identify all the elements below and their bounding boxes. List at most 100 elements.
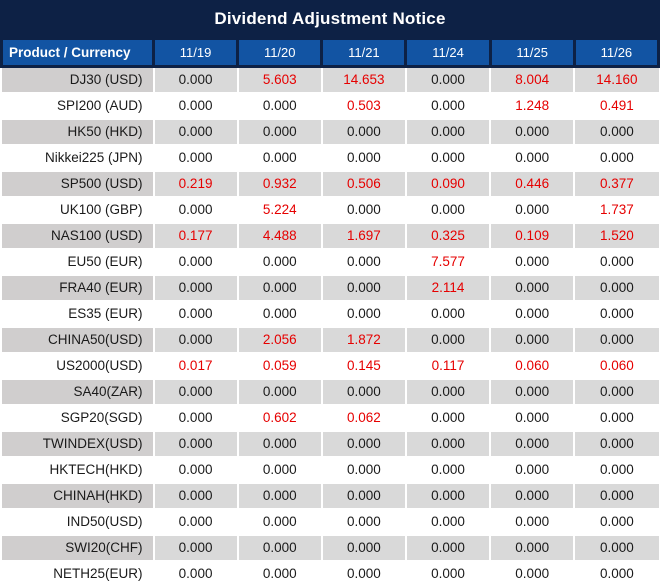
- table-row: Nikkei225 (JPN) 0.000 0.000 0.000 0.000 0.000…: [1, 144, 659, 172]
- value-cell: 0.000: [237, 92, 323, 120]
- value-cell: 0.000: [153, 144, 239, 172]
- value-cell: 0.506: [321, 170, 407, 198]
- date-header-2: 11/20: [236, 37, 324, 68]
- value-cell: 0.000: [237, 378, 323, 406]
- date-header-4: 11/24: [404, 37, 492, 68]
- value-cell: 0.000: [153, 92, 239, 120]
- value-cell: 0.000: [574, 482, 659, 510]
- value-cell: 0.000: [153, 378, 239, 406]
- product-cell: CHINA50(USD): [1, 326, 155, 354]
- value-cell: 0.000: [153, 404, 239, 432]
- table-row: US2000(USD) 0.017 0.059 0.145 0.117 0.060 0.06…: [1, 352, 659, 380]
- value-cell: 8.004: [490, 66, 576, 94]
- table-row: SPI200 (AUD) 0.000 0.000 0.503 0.000 1.248 0.4…: [1, 92, 659, 120]
- value-cell: 1.737: [574, 196, 659, 224]
- value-cell: 0.000: [490, 430, 576, 458]
- value-cell: 0.000: [321, 378, 407, 406]
- value-cell: 0.000: [490, 118, 576, 146]
- value-cell: 0.932: [237, 170, 323, 198]
- value-cell: 0.000: [405, 456, 492, 484]
- page-title: Dividend Adjustment Notice: [0, 0, 660, 37]
- table-header-row: Product / Currency 11/19 11/20 11/21 11/…: [0, 37, 660, 68]
- value-cell: 0.000: [405, 534, 492, 562]
- product-cell: SP500 (USD): [1, 170, 155, 198]
- value-cell: 0.000: [321, 430, 407, 458]
- product-cell: FRA40 (EUR): [1, 274, 155, 302]
- value-cell: 0.000: [490, 534, 576, 562]
- date-header-5: 11/25: [488, 37, 576, 68]
- value-cell: 1.520: [574, 222, 659, 250]
- product-cell: SWI20(CHF): [1, 534, 155, 562]
- value-cell: 0.219: [153, 170, 239, 198]
- value-cell: 14.653: [321, 66, 407, 94]
- product-cell: EU50 (EUR): [1, 248, 155, 276]
- value-cell: 0.000: [490, 404, 576, 432]
- dividend-table: Product / Currency 11/19 11/20 11/21 11/…: [0, 37, 660, 587]
- value-cell: 0.000: [321, 196, 407, 224]
- value-cell: 0.000: [574, 534, 659, 562]
- product-cell: TWINDEX(USD): [1, 430, 155, 458]
- value-cell: 0.446: [490, 170, 576, 198]
- value-cell: 0.000: [405, 92, 492, 120]
- value-cell: 0.000: [153, 508, 239, 536]
- value-cell: 0.177: [153, 222, 239, 250]
- table-row: FRA40 (EUR) 0.000 0.000 0.000 2.114 0.000 0.00…: [1, 274, 659, 302]
- value-cell: 0.000: [574, 300, 659, 328]
- value-cell: 0.000: [153, 248, 239, 276]
- value-cell: 0.000: [237, 274, 323, 302]
- date-header-1: 11/19: [151, 37, 240, 68]
- value-cell: 0.000: [237, 560, 323, 587]
- product-cell: CHINAH(HKD): [1, 482, 155, 510]
- value-cell: 1.248: [490, 92, 576, 120]
- value-cell: 0.000: [574, 404, 659, 432]
- value-cell: 0.491: [574, 92, 659, 120]
- value-cell: 0.059: [237, 352, 323, 380]
- table-row: NETH25(EUR) 0.000 0.000 0.000 0.000 0.000 0.00…: [1, 560, 659, 587]
- table-row: SA40(ZAR) 0.000 0.000 0.000 0.000 0.000 0.000: [1, 378, 659, 406]
- value-cell: 0.503: [321, 92, 407, 120]
- value-cell: 0.602: [237, 404, 323, 432]
- product-cell: SGP20(SGD): [1, 404, 155, 432]
- product-cell: SA40(ZAR): [1, 378, 155, 406]
- value-cell: 0.000: [321, 560, 407, 587]
- product-cell: HKTECH(HKD): [1, 456, 155, 484]
- product-currency-header: Product / Currency: [0, 37, 155, 68]
- value-cell: 0.000: [237, 508, 323, 536]
- value-cell: 0.000: [574, 118, 659, 146]
- value-cell: 7.577: [405, 248, 492, 276]
- value-cell: 0.000: [237, 144, 323, 172]
- value-cell: 0.000: [574, 378, 659, 406]
- value-cell: 0.000: [574, 326, 659, 354]
- value-cell: 2.056: [237, 326, 323, 354]
- value-cell: 1.697: [321, 222, 407, 250]
- value-cell: 0.000: [321, 534, 407, 562]
- value-cell: 0.000: [237, 456, 323, 484]
- value-cell: 0.000: [574, 248, 659, 276]
- date-header-3: 11/21: [320, 37, 408, 68]
- table-row: TWINDEX(USD) 0.000 0.000 0.000 0.000 0.000 0.0…: [1, 430, 659, 458]
- value-cell: 0.060: [490, 352, 576, 380]
- value-cell: 0.000: [237, 118, 323, 146]
- value-cell: 0.000: [405, 300, 492, 328]
- product-cell: UK100 (GBP): [1, 196, 155, 224]
- product-cell: IND50(USD): [1, 508, 155, 536]
- value-cell: 0.000: [405, 118, 492, 146]
- value-cell: 2.114: [405, 274, 492, 302]
- value-cell: 0.000: [153, 326, 239, 354]
- value-cell: 0.000: [153, 300, 239, 328]
- value-cell: 5.603: [237, 66, 323, 94]
- value-cell: 0.000: [574, 144, 659, 172]
- value-cell: 0.000: [153, 456, 239, 484]
- value-cell: 0.000: [237, 248, 323, 276]
- value-cell: 5.224: [237, 196, 323, 224]
- value-cell: 0.017: [153, 352, 239, 380]
- table-row: SWI20(CHF) 0.000 0.000 0.000 0.000 0.000 0.000: [1, 534, 659, 562]
- value-cell: 1.872: [321, 326, 407, 354]
- product-cell: Nikkei225 (JPN): [1, 144, 155, 172]
- value-cell: 0.000: [237, 300, 323, 328]
- value-cell: 0.000: [153, 430, 239, 458]
- value-cell: 0.000: [153, 482, 239, 510]
- value-cell: 0.000: [405, 430, 492, 458]
- value-cell: 0.000: [574, 456, 659, 484]
- table-body: DJ30 (USD) 0.000 5.603 14.653 0.000 8.004 14.1…: [1, 66, 659, 587]
